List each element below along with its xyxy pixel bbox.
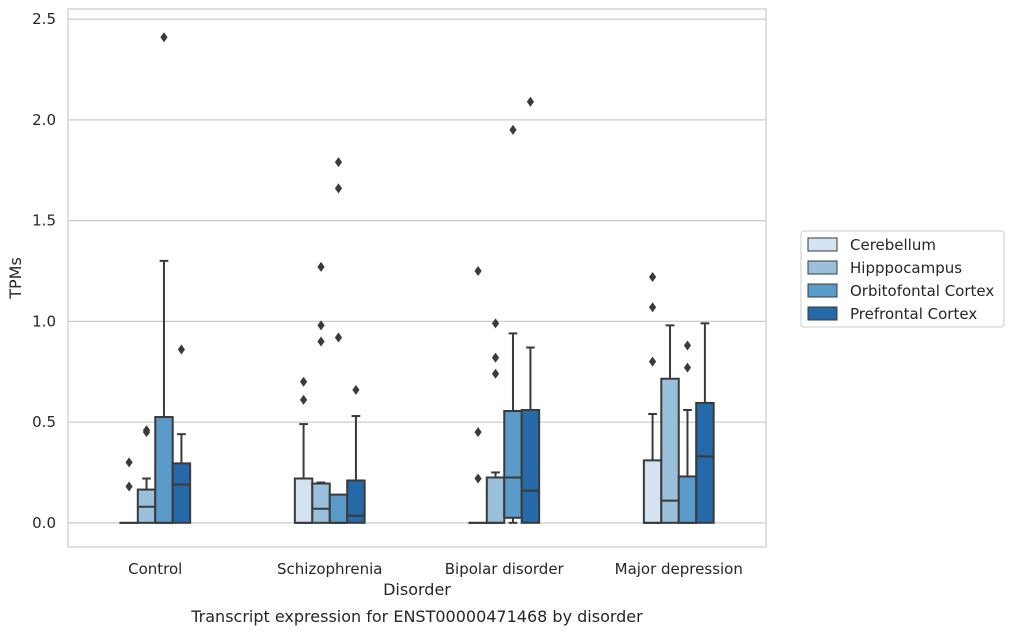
legend: Cerebellum Hipppocampus Orbitofontal Corte… [800,230,1005,328]
y-tick-label: 0.0 [32,514,56,532]
legend-frame [800,230,1005,328]
y-tick-label: 1.5 [32,212,56,230]
box-iqr [660,377,680,524]
box-iqr [677,475,698,524]
box-iqr [695,401,715,524]
legend-label: Hipppocampus [850,259,962,277]
box-iqr [520,408,541,524]
box-group [346,384,366,524]
box-group [171,344,192,524]
outlier-point [526,96,535,107]
plot-data [119,32,715,524]
box-group [520,96,541,524]
outlier-point [334,332,343,343]
outlier-point [125,457,133,468]
box-iqr [328,493,349,524]
outlier-point [491,368,500,379]
box-group [293,376,314,524]
outlier-point [474,473,482,484]
outlier-point [317,320,325,331]
outlier-point [648,271,657,282]
outlier-point [160,32,168,43]
outlier-point [352,384,360,395]
outlier-point [177,344,186,355]
outlier-point [491,352,500,363]
outlier-point [334,183,343,194]
box-iqr [503,409,523,519]
outlier-point [299,376,308,387]
x-tick-labels: Control Schizophrenia Bipolar disorder Majo… [128,560,743,578]
outlier-point [474,427,482,438]
plot-frame [67,8,767,548]
box-group [154,32,174,524]
box-group [311,261,331,524]
box-group [328,157,349,524]
legend-label: Prefrontal Cortex [850,305,977,323]
y-tick-label: 2.0 [32,111,56,129]
y-tick-labels: 0.0 0.5 1.0 1.5 2.0 2.5 [32,10,56,532]
outlier-point [299,394,308,405]
outlier-point [317,336,325,347]
legend-swatch [807,306,838,321]
outlier-point [683,340,692,351]
x-tick-label: Major depression [615,560,743,578]
y-tick-label: 0.5 [32,413,56,431]
outlier-point [142,425,151,436]
legend-label: Orbitofontal Cortex [850,282,994,300]
box-iqr [171,462,192,524]
box-group [468,265,488,524]
x-tick-label: Bipolar disorder [445,560,565,578]
box-iqr [311,482,331,524]
legend-swatch [807,283,838,298]
legend-swatch [807,260,838,275]
x-axis-label: Disorder [383,580,451,599]
box-iqr [642,459,663,524]
box-group [695,322,715,524]
outlier-point [648,302,657,313]
outlier-point [683,362,692,373]
box-iqr [485,476,506,524]
outlier-point [491,318,500,329]
outlier-point [474,265,482,276]
legend-swatch [807,237,838,252]
outlier-point [334,157,343,168]
box-iqr [154,416,174,524]
outlier-point [509,124,517,135]
y-tick-label: 2.5 [32,10,56,28]
box-iqr [293,477,314,524]
chart-caption: Transcript expression for ENST0000047146… [190,607,643,626]
box-group [485,318,506,524]
outlier-point [648,356,657,367]
y-axis-label: TPMs [6,257,25,300]
box-group [119,457,139,524]
box-group [677,340,698,524]
box-group [136,425,157,524]
box-iqr [346,479,366,524]
x-tick-label: Control [128,560,182,578]
outlier-point [317,261,325,272]
box-group [660,324,680,524]
box-group [503,124,523,524]
outlier-point [125,481,133,492]
legend-label: Cerebellum [850,236,936,254]
box-group [642,271,663,524]
x-tick-label: Schizophrenia [277,560,382,578]
y-tick-label: 1.0 [32,312,56,330]
